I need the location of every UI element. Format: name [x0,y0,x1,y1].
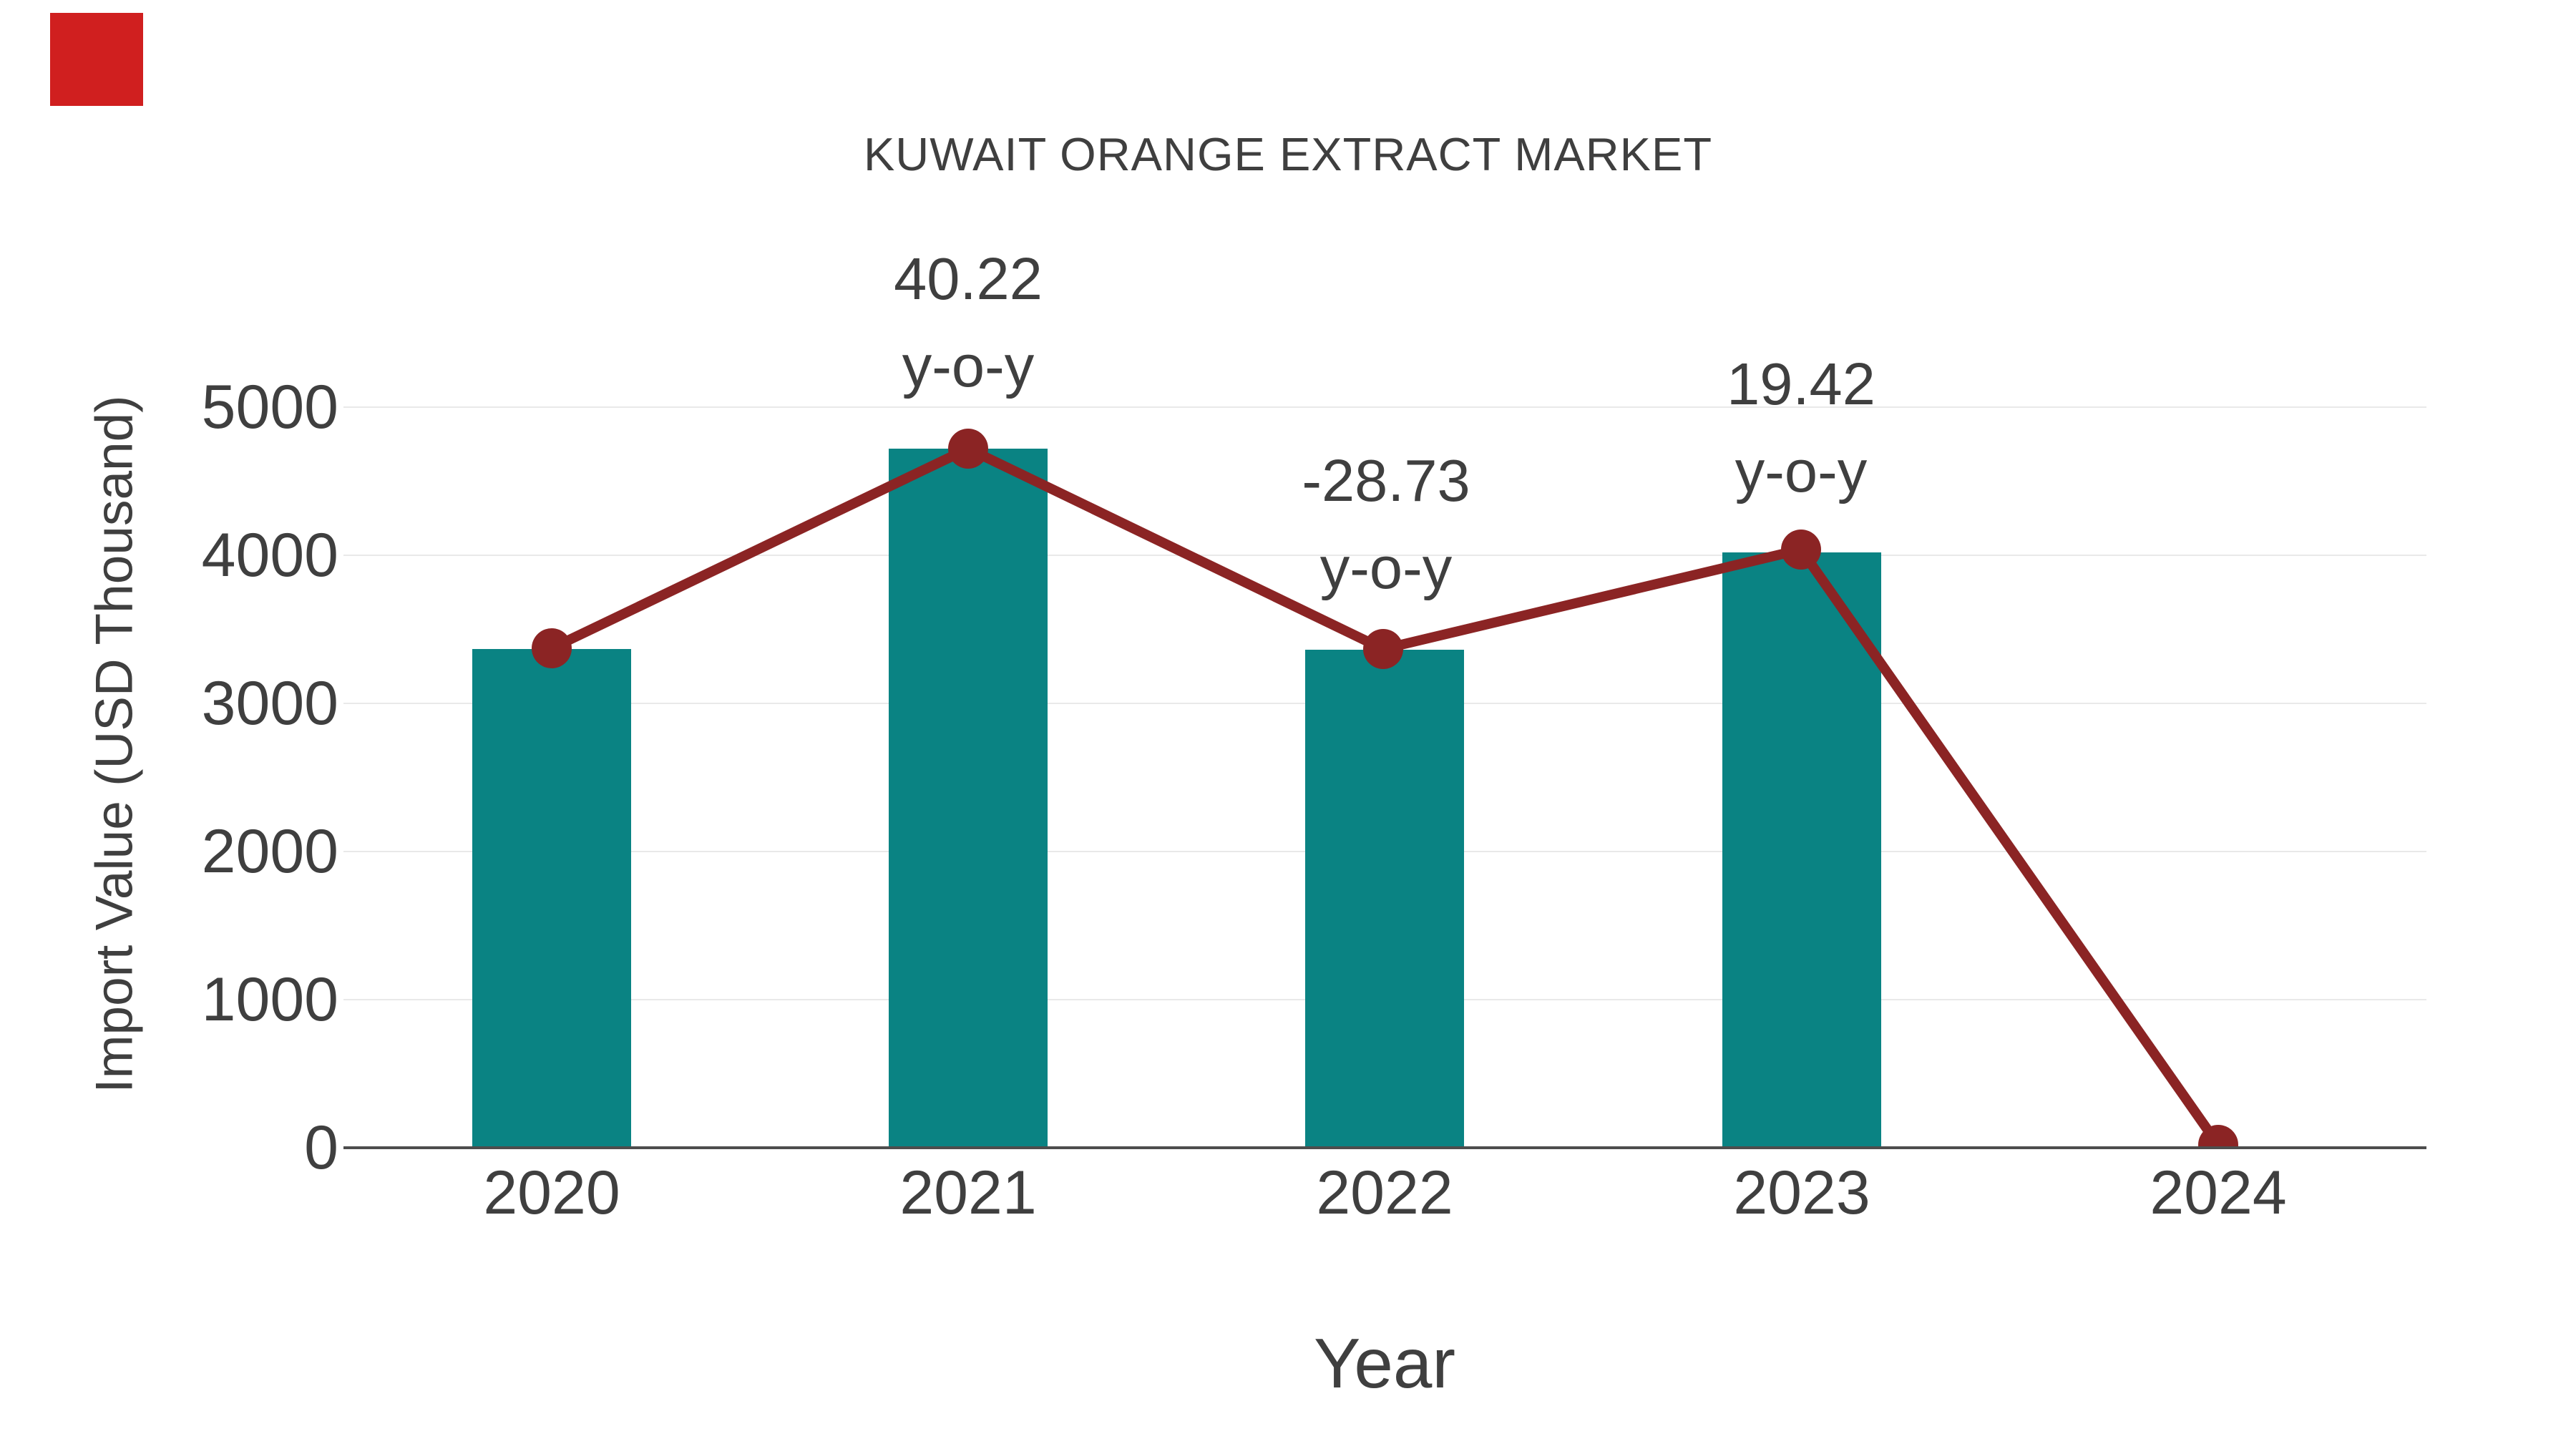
marker-2023 [1781,530,1821,570]
annotation-2021-value: 40.22 [894,245,1043,312]
bar-2022 [1305,650,1464,1148]
annotation-2022-value: -28.73 [1302,447,1470,514]
annotation-2023-value: 19.42 [1727,351,1875,417]
y-tick-2000: 2000 [201,817,338,886]
marker-2024 [2198,1125,2238,1148]
annotation-2023-caption: y-o-y [1735,438,1868,504]
y-tick-5000: 5000 [201,373,338,441]
corner-stamp-square [50,13,143,106]
annotation-2023: 19.42 y-o-y [1727,341,1875,515]
x-tick-2023: 2023 [1733,1158,1870,1227]
annotation-2021: 40.22 y-o-y [894,235,1043,410]
marker-2020 [532,628,572,668]
gridline-4000 [343,555,2426,556]
x-tick-2024: 2024 [2150,1158,2287,1227]
x-axis-line [343,1146,2426,1149]
annotation-2022: -28.73 y-o-y [1302,437,1470,612]
x-tick-2020: 2020 [483,1158,620,1227]
y-tick-3000: 3000 [201,669,338,738]
x-axis-label: Year [1313,1324,1456,1402]
y-tick-4000: 4000 [201,521,338,590]
bar-2023 [1722,552,1881,1148]
x-tick-2021: 2021 [899,1158,1037,1227]
annotation-2021-caption: y-o-y [902,333,1035,399]
bar-2020 [472,649,631,1148]
x-tick-2022: 2022 [1316,1158,1453,1227]
annotation-2022-caption: y-o-y [1319,535,1453,601]
marker-2022 [1363,629,1403,669]
gridline-5000 [343,406,2426,408]
marker-2021 [948,429,988,469]
bar-2021 [889,449,1048,1148]
chart-title: KUWAIT ORANGE EXTRACT MARKET [863,128,1713,180]
y-tick-1000: 1000 [201,965,338,1034]
y-tick-0: 0 [304,1113,338,1182]
trend-line-layer [532,429,2238,1148]
